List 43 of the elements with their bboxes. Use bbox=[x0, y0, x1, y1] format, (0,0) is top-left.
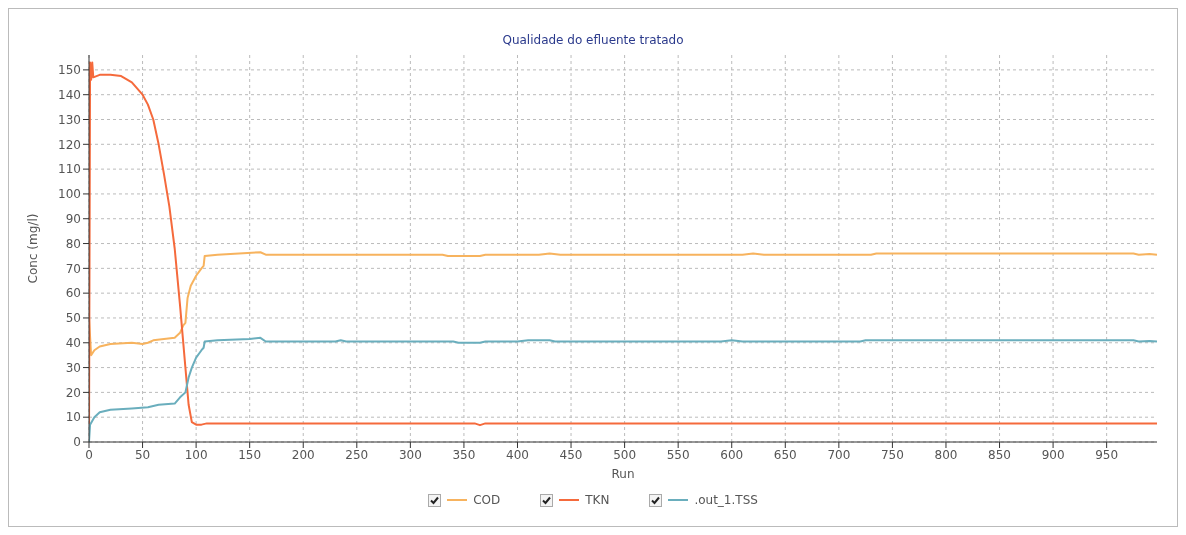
y-tick-label: 120 bbox=[58, 137, 81, 152]
x-tick-label: 700 bbox=[827, 447, 851, 462]
x-tick-label: 500 bbox=[613, 447, 637, 462]
chart-title: Qualidade do efluente tratado bbox=[501, 32, 685, 47]
x-tick-label: 850 bbox=[988, 447, 1011, 462]
x-tick-label: 450 bbox=[559, 447, 583, 462]
y-tick-label: 40 bbox=[65, 336, 81, 351]
x-tick-label: 300 bbox=[398, 447, 422, 462]
y-tick-label: 10 bbox=[65, 410, 81, 425]
y-tick-label: 60 bbox=[65, 286, 81, 301]
x-axis-title: Run bbox=[611, 467, 635, 481]
x-tick-label: 350 bbox=[452, 447, 476, 462]
y-tick-label: 90 bbox=[65, 211, 81, 226]
y-tick-label: 50 bbox=[65, 311, 81, 326]
y-tick-label: 30 bbox=[65, 360, 81, 375]
y-tick-label: 80 bbox=[65, 236, 81, 251]
x-tick-label: 950 bbox=[1095, 447, 1119, 462]
y-tick-label: 150 bbox=[58, 63, 81, 78]
legend-label: .out_1.TSS bbox=[694, 493, 758, 507]
y-tick-label: 140 bbox=[58, 87, 81, 102]
x-tick-label: 400 bbox=[506, 447, 529, 462]
y-tick-label: 110 bbox=[58, 162, 81, 177]
y-tick-label: 0 bbox=[73, 435, 81, 450]
x-tick-label: 200 bbox=[291, 447, 315, 462]
legend-label: TKN bbox=[585, 493, 610, 507]
y-tick-label: 20 bbox=[65, 385, 81, 400]
x-tick-label: 550 bbox=[666, 447, 690, 462]
x-tick-label: 100 bbox=[184, 447, 208, 462]
x-tick-label: 900 bbox=[1041, 447, 1065, 462]
x-tick-label: 800 bbox=[934, 447, 958, 462]
line-series bbox=[89, 251, 1157, 357]
y-tick-label: 100 bbox=[58, 187, 81, 202]
legend-label: COD bbox=[473, 493, 501, 507]
x-tick-label: 650 bbox=[773, 447, 797, 462]
x-tick-label: 750 bbox=[880, 447, 904, 462]
y-axis-title: Conc (mg/l) bbox=[26, 213, 41, 284]
x-tick-label: 150 bbox=[238, 447, 262, 462]
x-tick-label: 600 bbox=[720, 447, 744, 462]
x-tick-label: 250 bbox=[345, 447, 369, 462]
x-tick-label: 0 bbox=[85, 447, 93, 462]
x-tick-label: 50 bbox=[134, 447, 151, 462]
y-tick-label: 70 bbox=[65, 261, 81, 276]
y-tick-label: 130 bbox=[58, 112, 81, 127]
